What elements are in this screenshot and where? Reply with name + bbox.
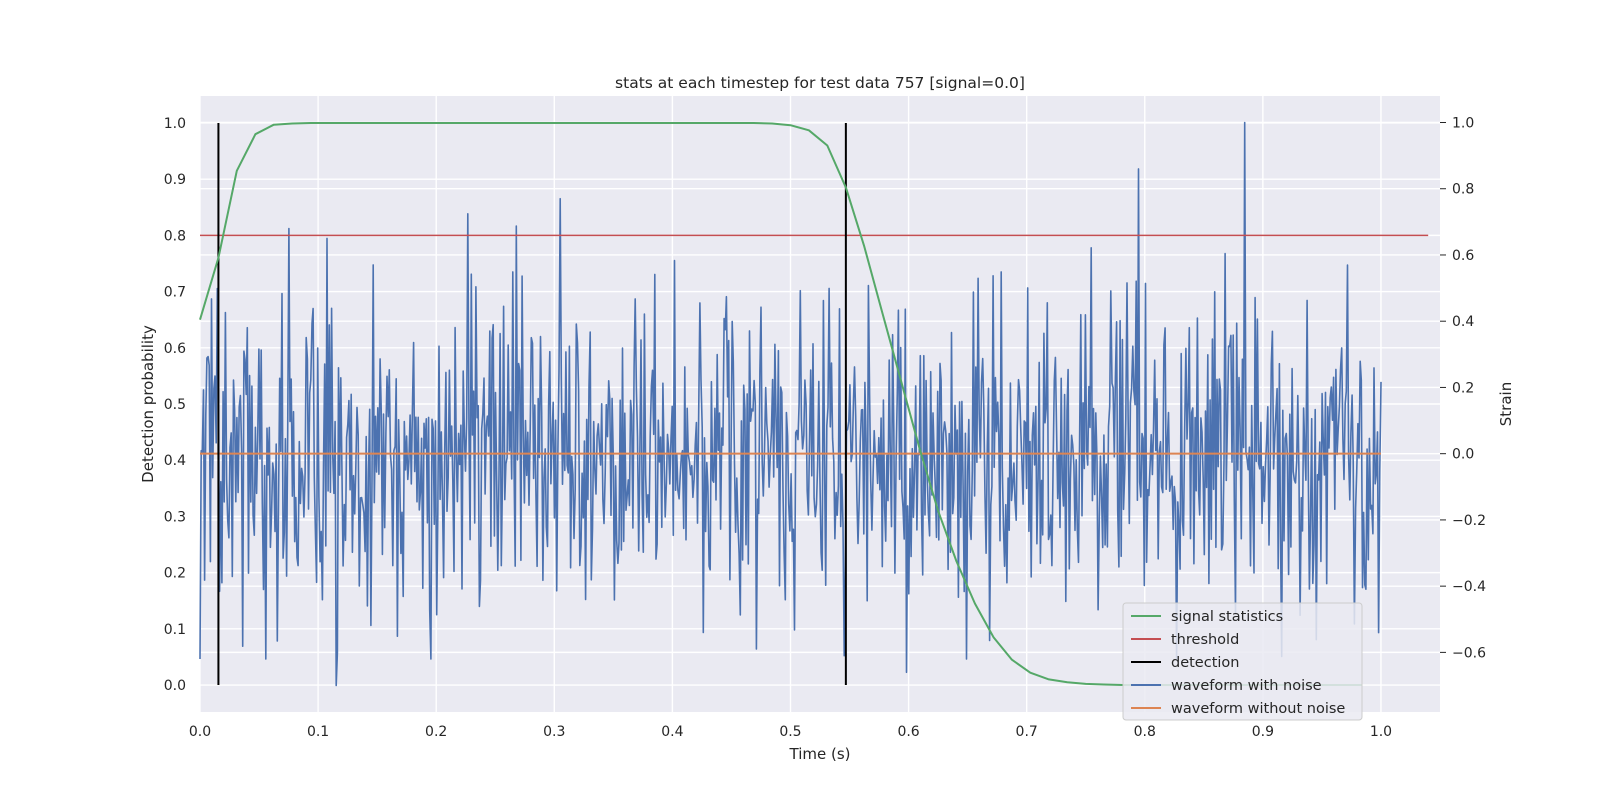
legend-label-signal-statistics: signal statistics (1171, 609, 1283, 625)
y2-tick-label-6: 0.6 (1452, 248, 1474, 264)
y2-tick-label-7: 0.8 (1452, 182, 1474, 198)
y-tick-label-0: 0.0 (164, 678, 186, 694)
y-tick-label-8: 0.8 (164, 228, 186, 244)
y-tick-label-6: 0.6 (164, 341, 186, 357)
y-tick-label-1: 0.1 (164, 622, 186, 638)
y2-tick-label-3: 0.0 (1452, 447, 1474, 463)
x-tick-label-2: 0.2 (425, 724, 447, 740)
x-tick-label-5: 0.5 (779, 724, 801, 740)
series-waveform-with-noise (199, 121, 1382, 687)
y-tick-label-3: 0.3 (164, 509, 186, 525)
x-tick-label-0: 0.0 (189, 724, 211, 740)
legend: signal statistics threshold detection wa… (1122, 602, 1363, 721)
y-tick-label-9: 0.9 (164, 172, 186, 188)
y2-tick-label-2: −0.2 (1452, 513, 1486, 529)
y2-axis-title: Strain (1497, 382, 1515, 426)
y-tick-label-5: 0.5 (164, 397, 186, 413)
x-axis-title: Time (s) (789, 745, 851, 763)
legend-box (1122, 602, 1363, 721)
y2-tick-label-1: −0.4 (1452, 579, 1486, 595)
x-tick-label-4: 0.4 (661, 724, 683, 740)
legend-label-waveform-with-noise: waveform with noise (1171, 678, 1322, 694)
legend-label-waveform-without-noise: waveform without noise (1171, 701, 1345, 717)
y-tick-label-10: 1.0 (164, 116, 186, 132)
x-tick-label-8: 0.8 (1134, 724, 1156, 740)
chart-title: stats at each timestep for test data 757… (615, 74, 1025, 92)
x-tick-label-7: 0.7 (1016, 724, 1038, 740)
y2-tick-label-4: 0.2 (1452, 380, 1474, 396)
x-tick-label-10: 1.0 (1370, 724, 1392, 740)
x-tick-label-6: 0.6 (897, 724, 919, 740)
y-axis-title: Detection probability (139, 325, 157, 483)
legend-label-threshold: threshold (1171, 632, 1239, 648)
y2-tick-label-0: −0.6 (1452, 645, 1486, 661)
y-tick-label-4: 0.4 (164, 453, 186, 469)
y2-tick-label-8: 1.0 (1452, 115, 1474, 131)
x-tick-label-1: 0.1 (307, 724, 329, 740)
axes: 0.0 0.1 0.2 0.3 0.4 0.5 0.6 0.7 0.8 0.9 1.0 0.0 0.1 0… (164, 115, 1486, 740)
x-tick-label-9: 0.9 (1252, 724, 1274, 740)
y2-tick-label-5: 0.4 (1452, 314, 1474, 330)
x-tick-label-3: 0.3 (543, 724, 565, 740)
y-tick-label-2: 0.2 (164, 566, 186, 582)
y-tick-label-7: 0.7 (164, 285, 186, 301)
legend-label-detection: detection (1171, 655, 1239, 671)
